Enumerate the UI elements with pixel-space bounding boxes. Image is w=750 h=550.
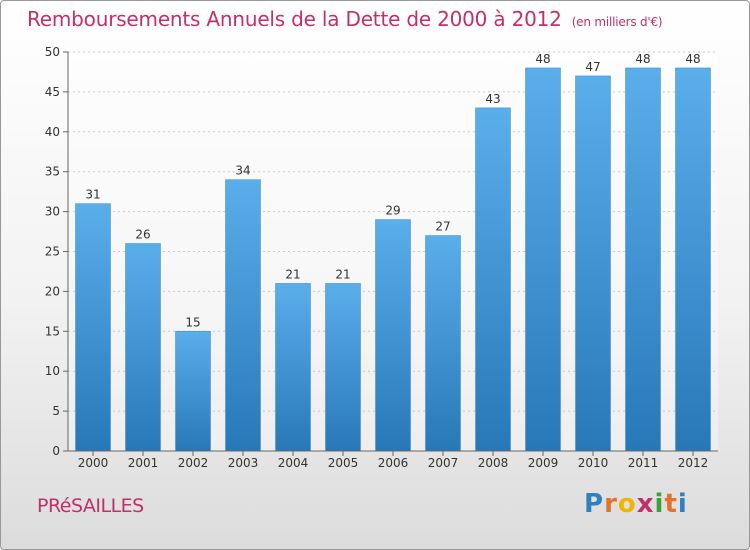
y-tick-label: 15 xyxy=(45,324,60,338)
bar-2010 xyxy=(575,75,611,452)
logo-letter: P xyxy=(584,489,605,519)
bar-2011 xyxy=(625,67,661,452)
x-tick-label-2002: 2002 xyxy=(178,456,209,470)
x-tick-label-2000: 2000 xyxy=(78,456,109,470)
proxiti-logo: Proxiti xyxy=(584,489,688,519)
data-label-2003: 34 xyxy=(235,164,250,178)
chart-title: Remboursements Annuels de la Dette de 20… xyxy=(27,7,663,31)
y-tick-label: 20 xyxy=(45,284,60,298)
y-tick-label: 50 xyxy=(45,45,60,59)
data-label-2002: 15 xyxy=(185,315,200,329)
logo-letter: i xyxy=(654,489,665,519)
data-label-2004: 21 xyxy=(285,267,300,281)
bar-2009 xyxy=(525,67,561,452)
bar-2001 xyxy=(125,243,161,452)
y-tick-label: 30 xyxy=(45,205,60,219)
x-tick-label-2012: 2012 xyxy=(678,456,709,470)
data-label-2001: 26 xyxy=(135,228,150,242)
y-tick-label: 10 xyxy=(45,364,60,378)
y-tick-label: 25 xyxy=(45,245,60,259)
bar-2003 xyxy=(225,179,261,452)
y-tick-label: 5 xyxy=(52,404,60,418)
bar-2004 xyxy=(275,283,311,452)
x-tick-label-2003: 2003 xyxy=(228,456,259,470)
data-label-2011: 48 xyxy=(635,52,650,66)
bar-2005 xyxy=(325,283,361,452)
bar-2000 xyxy=(75,203,111,452)
y-tick-label: 45 xyxy=(45,85,60,99)
data-label-2009: 48 xyxy=(535,52,550,66)
x-tick-label-2004: 2004 xyxy=(278,456,309,470)
x-tick-label-2009: 2009 xyxy=(528,456,559,470)
chart-title-text: Remboursements Annuels de la Dette de 20… xyxy=(27,7,562,31)
logo-letter: i xyxy=(677,489,688,519)
logo-letter: r xyxy=(604,489,618,519)
logo-letter: o xyxy=(617,489,637,519)
data-label-2005: 21 xyxy=(335,267,350,281)
data-label-2006: 29 xyxy=(385,204,400,218)
x-tick-label-2008: 2008 xyxy=(478,456,509,470)
logo-letter: t xyxy=(664,489,678,519)
chart-subtitle: (en milliers d'€) xyxy=(571,15,663,29)
data-label-2012: 48 xyxy=(685,52,700,66)
x-tick-label-2001: 2001 xyxy=(128,456,159,470)
x-tick-label-2011: 2011 xyxy=(628,456,659,470)
logo-letter: x xyxy=(636,489,655,519)
bar-2008 xyxy=(475,107,511,452)
data-label-2010: 47 xyxy=(585,60,600,74)
place-name: PRéSAILLES xyxy=(37,495,144,517)
data-label-2008: 43 xyxy=(485,92,500,106)
data-label-2000: 31 xyxy=(85,188,100,202)
bar-2006 xyxy=(375,219,411,452)
x-tick-label-2005: 2005 xyxy=(328,456,359,470)
data-label-2007: 27 xyxy=(435,220,450,234)
bar-2012 xyxy=(675,67,711,452)
x-tick-label-2006: 2006 xyxy=(378,456,409,470)
bar-2002 xyxy=(175,331,211,452)
x-tick-label-2010: 2010 xyxy=(578,456,609,470)
y-tick-label: 40 xyxy=(45,125,60,139)
y-tick-label: 0 xyxy=(52,444,60,458)
x-tick-label-2007: 2007 xyxy=(428,456,459,470)
bar-2007 xyxy=(425,235,461,452)
y-tick-label: 35 xyxy=(45,165,60,179)
